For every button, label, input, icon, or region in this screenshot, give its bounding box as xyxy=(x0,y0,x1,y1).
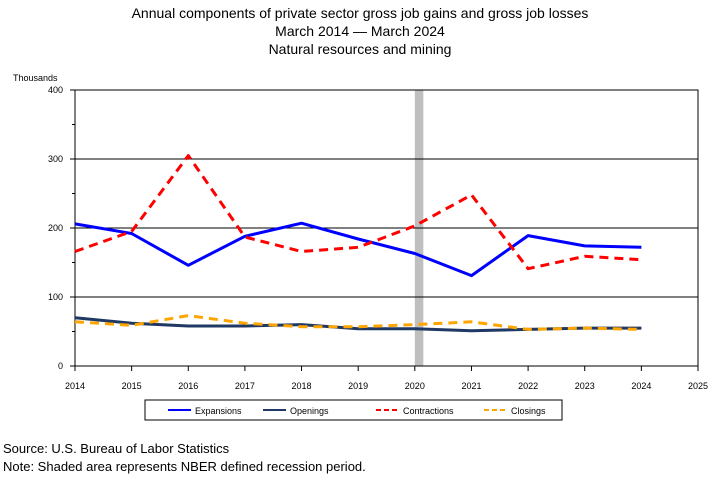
legend-label-closings: Closings xyxy=(511,406,546,416)
legend-box xyxy=(144,399,563,421)
legend-label-openings: Openings xyxy=(290,406,329,416)
chart-subtitle: March 2014 — March 2024 xyxy=(275,23,445,39)
chart-title: Annual components of private sector gros… xyxy=(131,5,589,21)
y-tick-label: 400 xyxy=(48,85,63,95)
y-tick-label: 0 xyxy=(58,361,63,371)
y-tick-label: 100 xyxy=(48,292,63,302)
x-tick-label: 2014 xyxy=(65,381,85,391)
x-tick-label: 2015 xyxy=(122,381,142,391)
y-tick-label: 300 xyxy=(48,154,63,164)
legend-label-contractions: Contractions xyxy=(403,406,454,416)
source-note: Source: U.S. Bureau of Labor Statistics xyxy=(3,441,230,456)
y-tick-label: 200 xyxy=(48,223,63,233)
x-tick-label: 2022 xyxy=(518,381,538,391)
gridlines xyxy=(75,158,698,298)
series-line-closings xyxy=(74,314,642,331)
series-lines xyxy=(74,154,642,333)
series-line-openings xyxy=(74,316,642,333)
x-tick-label: 2018 xyxy=(292,381,312,391)
x-tick-label: 2024 xyxy=(631,381,651,391)
x-tick-label: 2016 xyxy=(178,381,198,391)
x-tick-label: 2017 xyxy=(235,381,255,391)
recession-note: Note: Shaded area represents NBER define… xyxy=(3,459,366,474)
x-tick-label: 2019 xyxy=(348,381,368,391)
footnotes: Source: U.S. Bureau of Labor Statistics … xyxy=(3,440,366,476)
chart-titles: Annual components of private sector gros… xyxy=(0,4,720,58)
legend: Expansions Openings Contractions Closings xyxy=(144,399,563,421)
x-tick-label: 2020 xyxy=(405,381,425,391)
series-line-contractions xyxy=(74,154,642,271)
y-axis-label: Thousands xyxy=(13,73,58,83)
x-tick-label: 2025 xyxy=(688,381,708,391)
x-axis: 2014 2015 2016 2017 2018 2019 2020 2021 2022 2023… xyxy=(65,366,708,391)
y-axis: 0 100 200 300 400 xyxy=(48,85,75,371)
x-tick-label: 2021 xyxy=(461,381,481,391)
legend-label-expansions: Expansions xyxy=(195,406,242,416)
chart-subtitle-industry: Natural resources and mining xyxy=(268,41,452,57)
x-tick-label: 2023 xyxy=(575,381,595,391)
series-line-expansions xyxy=(74,221,642,278)
